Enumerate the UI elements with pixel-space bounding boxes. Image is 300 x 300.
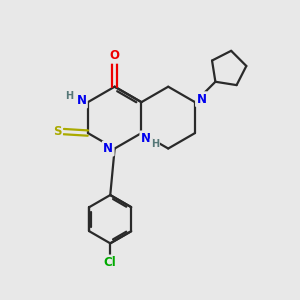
- Text: N: N: [76, 94, 86, 107]
- Text: Cl: Cl: [104, 256, 117, 269]
- Text: N: N: [141, 132, 151, 145]
- Text: O: O: [110, 49, 120, 62]
- Text: N: N: [103, 142, 113, 155]
- Text: H: H: [151, 139, 159, 149]
- Text: S: S: [53, 125, 61, 138]
- Text: N: N: [196, 93, 206, 106]
- Text: H: H: [66, 91, 74, 101]
